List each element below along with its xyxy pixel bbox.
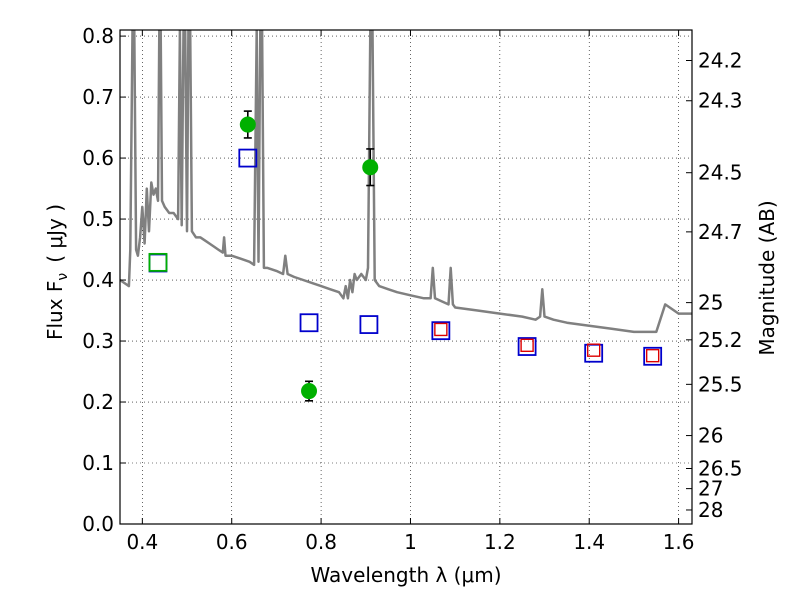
observed-flux-point <box>239 116 256 133</box>
y-axis-label-sub: ν <box>55 273 71 281</box>
open-square-red-marker <box>434 322 448 337</box>
x-tick-label: 1.4 <box>573 530 605 554</box>
open-square-blue-marker <box>643 346 663 366</box>
open-square-red-marker <box>645 348 660 363</box>
x-tick-label: 1.2 <box>484 530 516 554</box>
grid <box>120 30 692 525</box>
y2-tick-label: 27 <box>698 477 723 501</box>
model-spectrum-line <box>120 30 692 334</box>
y2-tick-label: 24.7 <box>698 220 743 244</box>
plot-area <box>120 30 692 402</box>
y-axis-label: Flux Fν ( μJy ) <box>43 204 71 340</box>
y-tick-label: 0.1 <box>82 451 114 475</box>
y-axis-label-main: Flux F <box>43 281 67 340</box>
open-square-blue-marker <box>517 337 537 356</box>
open-square-red-marker <box>520 338 534 353</box>
y-tick-label: 0.5 <box>82 207 114 231</box>
x-axis-ticks: 0.4 0.6 0.8 1 1.2 1.4 1.6 <box>126 30 695 554</box>
y-tick-label: 0.8 <box>82 24 114 48</box>
open-square-blue-marker <box>148 253 168 273</box>
y-axis-label-unit: ( μJy ) <box>43 204 67 263</box>
y-tick-label: 0.3 <box>82 329 114 353</box>
open-square-blue-marker <box>238 148 258 168</box>
y-axis-ticks: 0.0 0.1 0.2 0.3 0.4 0.5 0.6 0.7 0.8 <box>82 24 126 536</box>
x-tick-label: 1.6 <box>663 530 695 554</box>
y2-tick-label: 24.3 <box>698 89 743 113</box>
open-square-blue-marker <box>359 315 379 334</box>
y-tick-label: 0.4 <box>82 268 114 292</box>
observed-flux-point <box>362 159 379 176</box>
y2-tick-label: 24.2 <box>698 48 743 72</box>
y2-tick-label: 26 <box>698 424 723 448</box>
x-tick-label: 0.4 <box>126 530 158 554</box>
observed-flux-point <box>301 383 318 400</box>
open-square-green-marker <box>148 252 168 272</box>
model-spectrum-layer <box>120 30 692 334</box>
y2-tick-label: 25.5 <box>698 372 743 396</box>
y2-tick-label: 24.5 <box>698 161 743 185</box>
y2-axis-label: Magnitude (AB) <box>755 200 779 355</box>
y2-tick-label: 25.2 <box>698 328 743 352</box>
open-square-blue-marker <box>431 321 451 341</box>
y-tick-label: 0.6 <box>82 146 114 170</box>
marker-layer <box>148 110 663 402</box>
plot-frame <box>119 29 693 525</box>
open-square-red-marker <box>586 343 601 357</box>
y2-tick-label: 25 <box>698 291 723 315</box>
y-tick-label: 0.2 <box>82 390 114 414</box>
y2-tick-label: 26.5 <box>698 457 743 481</box>
y-tick-label: 0.7 <box>82 85 114 109</box>
open-square-blue-marker <box>299 313 319 333</box>
x-tick-label: 1 <box>404 530 417 554</box>
x-tick-label: 0.8 <box>305 530 337 554</box>
y-tick-label: 0.0 <box>82 512 114 536</box>
x-tick-label: 0.6 <box>216 530 248 554</box>
y2-tick-label: 28 <box>698 498 723 522</box>
x-axis-label: Wavelength λ (μm) <box>310 563 501 587</box>
